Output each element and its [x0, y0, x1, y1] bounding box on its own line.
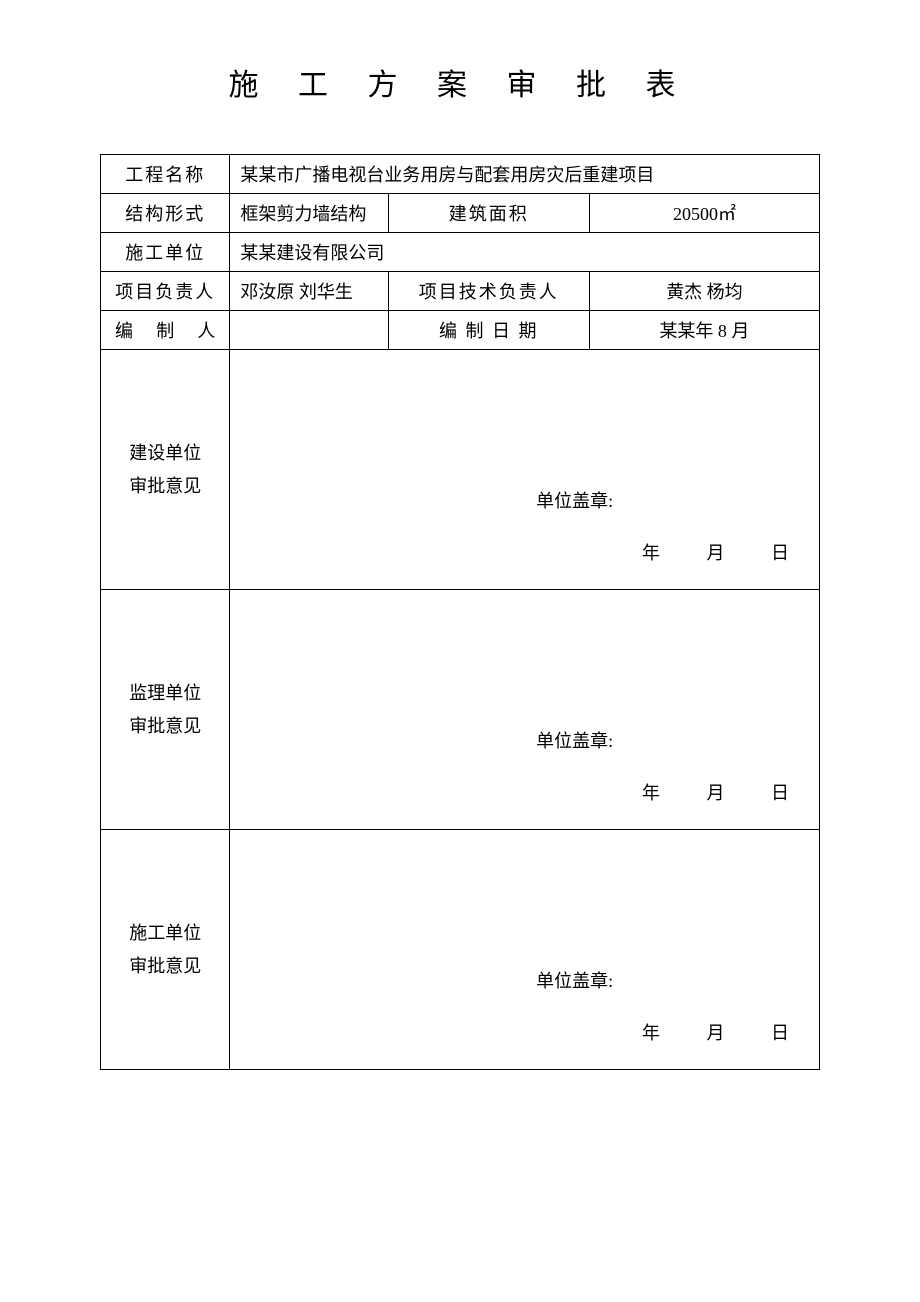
page-title: 施 工 方 案 审 批 表	[100, 60, 820, 104]
label-building-area: 建筑面积	[388, 194, 589, 233]
date-day: 日	[771, 1019, 789, 1045]
row-compiler: 编 制 人 编 制 日 期 某某年 8 月	[101, 311, 820, 350]
row-approval-contractor: 施工单位 审批意见 单位盖章: 年 月 日	[101, 830, 820, 1070]
content-approval-supervisor: 单位盖章: 年 月 日	[230, 590, 820, 830]
approval-label-line2: 审批意见	[109, 950, 221, 982]
value-compiler	[230, 311, 388, 350]
date-year: 年	[642, 539, 660, 565]
date-year: 年	[642, 1019, 660, 1045]
approval-label-line1: 施工单位	[109, 917, 221, 949]
value-tech-manager: 黄杰 杨均	[589, 272, 819, 311]
content-approval-contractor: 单位盖章: 年 月 日	[230, 830, 820, 1070]
label-project-manager: 项目负责人	[101, 272, 230, 311]
date-day: 日	[771, 779, 789, 805]
label-approval-supervisor: 监理单位 审批意见	[101, 590, 230, 830]
stamp-label: 单位盖章:	[536, 727, 613, 753]
date-line: 年 月 日	[642, 539, 789, 565]
row-construction-unit: 施工单位 某某建设有限公司	[101, 233, 820, 272]
label-project-name: 工程名称	[101, 155, 230, 194]
value-project-name: 某某市广播电视台业务用房与配套用房灾后重建项目	[230, 155, 820, 194]
approval-label-line2: 审批意见	[109, 470, 221, 502]
date-day: 日	[771, 539, 789, 565]
label-tech-manager: 项目技术负责人	[388, 272, 589, 311]
row-approval-supervisor: 监理单位 审批意见 单位盖章: 年 月 日	[101, 590, 820, 830]
stamp-label: 单位盖章:	[536, 967, 613, 993]
stamp-label: 单位盖章:	[536, 487, 613, 513]
value-compile-date: 某某年 8 月	[589, 311, 819, 350]
label-structure-type: 结构形式	[101, 194, 230, 233]
row-structure-area: 结构形式 框架剪力墙结构 建筑面积 20500㎡	[101, 194, 820, 233]
label-construction-unit: 施工单位	[101, 233, 230, 272]
date-line: 年 月 日	[642, 1019, 789, 1045]
approval-label-line1: 建设单位	[109, 437, 221, 469]
value-construction-unit: 某某建设有限公司	[230, 233, 820, 272]
approval-label-line1: 监理单位	[109, 677, 221, 709]
date-year: 年	[642, 779, 660, 805]
value-building-area: 20500㎡	[589, 194, 819, 233]
approval-label-line2: 审批意见	[109, 710, 221, 742]
approval-table: 工程名称 某某市广播电视台业务用房与配套用房灾后重建项目 结构形式 框架剪力墙结…	[100, 154, 820, 1070]
label-approval-contractor: 施工单位 审批意见	[101, 830, 230, 1070]
label-approval-owner: 建设单位 审批意见	[101, 350, 230, 590]
date-line: 年 月 日	[642, 779, 789, 805]
content-approval-owner: 单位盖章: 年 月 日	[230, 350, 820, 590]
date-month: 月	[707, 779, 725, 805]
date-month: 月	[707, 539, 725, 565]
label-compile-date: 编 制 日 期	[388, 311, 589, 350]
value-project-manager: 邓汝原 刘华生	[230, 272, 388, 311]
date-month: 月	[707, 1019, 725, 1045]
row-approval-owner: 建设单位 审批意见 单位盖章: 年 月 日	[101, 350, 820, 590]
value-structure-type: 框架剪力墙结构	[230, 194, 388, 233]
row-managers: 项目负责人 邓汝原 刘华生 项目技术负责人 黄杰 杨均	[101, 272, 820, 311]
row-project-name: 工程名称 某某市广播电视台业务用房与配套用房灾后重建项目	[101, 155, 820, 194]
label-compiler: 编 制 人	[101, 311, 230, 350]
